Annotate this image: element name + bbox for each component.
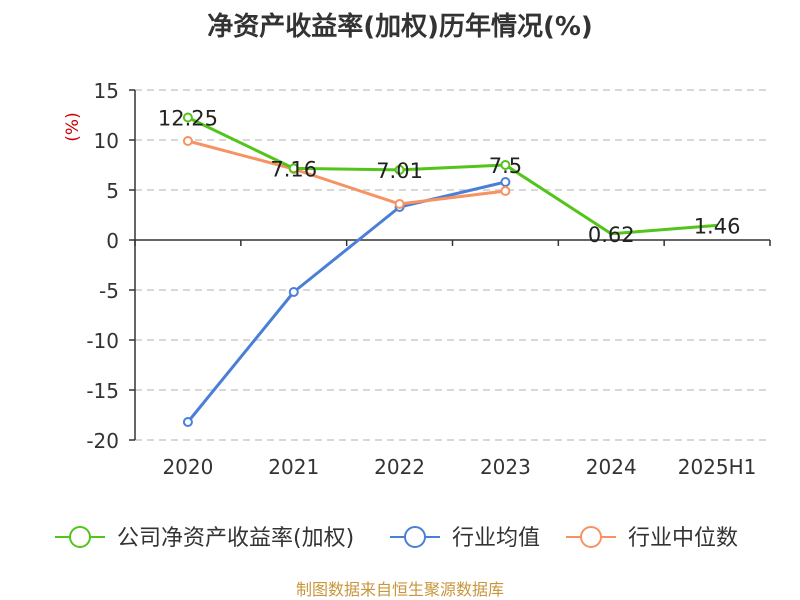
data-point — [500, 186, 511, 196]
data-point — [394, 164, 405, 175]
series-line — [187, 139, 506, 206]
data-point — [288, 163, 299, 174]
x-tick-label: 2020 — [162, 455, 213, 479]
y-tick-label: 5 — [106, 179, 119, 203]
y-tick-label: -5 — [99, 279, 119, 303]
legend-label: 行业均值 — [452, 526, 540, 551]
legend-marker — [69, 526, 91, 548]
data-point — [182, 112, 193, 123]
data-point — [182, 136, 193, 146]
y-tick-label: 10 — [94, 129, 119, 153]
y-tick-label: -20 — [86, 429, 119, 453]
x-tick-label: 2024 — [586, 455, 637, 479]
y-tick-label: -15 — [86, 379, 119, 403]
x-tick-label: 2022 — [374, 455, 425, 479]
legend-marker — [404, 526, 426, 548]
legend-marker — [580, 526, 602, 548]
data-point — [500, 160, 511, 170]
data-point — [500, 177, 511, 187]
data-label: 12.25 — [158, 107, 218, 131]
data-label: 1.46 — [694, 214, 741, 238]
data-label: 7.16 — [270, 157, 317, 181]
y-axis-label: (%) — [63, 112, 83, 141]
data-label: 7.01 — [376, 159, 423, 183]
data-point — [288, 287, 299, 297]
data-label: 7.5 — [489, 154, 522, 178]
series-line — [186, 180, 506, 423]
legend-label: 行业中位数 — [628, 526, 738, 551]
x-tick-label: 2023 — [480, 455, 531, 479]
chart-title: 净资产收益率(加权)历年情况(%) — [207, 12, 593, 42]
x-tick-label: 2025H1 — [678, 455, 757, 479]
series-line — [187, 116, 718, 236]
y-tick-label: 15 — [94, 79, 119, 103]
y-tick-label: -10 — [86, 329, 119, 353]
x-tick-label: 2021 — [268, 455, 319, 479]
y-tick-label: 0 — [106, 229, 119, 253]
data-point — [182, 417, 193, 427]
data-point — [394, 199, 405, 209]
data-label: 0.62 — [588, 223, 635, 247]
legend-label: 公司净资产收益率(加权) — [117, 526, 354, 551]
source-note: 制图数据来自恒生聚源数据库 — [295, 580, 504, 599]
